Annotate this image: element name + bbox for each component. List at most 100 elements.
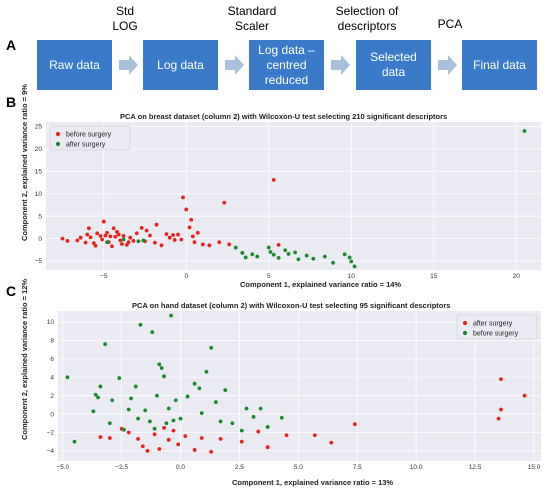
chart-c-y-tick-label: −4: [47, 448, 55, 455]
chart-c-point-s2: [258, 406, 263, 411]
chart-b-point-s1: [144, 228, 149, 233]
chart-b-point-s1: [187, 225, 192, 230]
chart-b-legend-marker-2: [55, 141, 61, 147]
chart-c-point-s2: [244, 406, 249, 411]
chart-c-point-s1: [140, 444, 145, 449]
box-raw-data: Raw data: [37, 40, 112, 90]
chart-b-point-s2: [243, 255, 248, 260]
chart-c-point-s1: [98, 435, 103, 439]
box-selected-data: Selected data: [356, 40, 431, 90]
chart-c-point-s1: [171, 428, 176, 433]
chart-b-x-tick-label: −5: [100, 273, 108, 280]
chart-c-legend: [456, 314, 538, 340]
chart-c-point-s2: [199, 411, 204, 416]
chart-c-point-s1: [265, 445, 270, 450]
chart-c-y-tick-label: 10: [47, 319, 55, 326]
chart-b-point-s1: [181, 195, 185, 200]
box-final-data: Final data: [462, 40, 537, 90]
chart-c-point-s2: [122, 427, 126, 432]
chart-c-point-s1: [218, 437, 223, 441]
chart-c-point-s2: [157, 362, 162, 367]
chart-c-point-s1: [352, 422, 357, 427]
chart-b-legend-marker-1: [55, 131, 61, 137]
chart-b-x-tick-label: 5: [267, 273, 271, 280]
chart-c-x-tick-label: 15.0: [528, 464, 541, 471]
chart-b-point-s1: [189, 217, 194, 222]
chart-b-xlabel: Component 1, explained variance ratio = …: [240, 280, 402, 289]
chart-b-x-tick-label: 15: [430, 273, 438, 280]
chart-b-point-s2: [121, 237, 126, 242]
chart-b-point-s1: [120, 242, 124, 246]
chart-b-point-s1: [124, 242, 129, 247]
chart-b-point-s2: [240, 251, 245, 255]
chart-b-point-s1: [134, 231, 139, 236]
chart-c-point-s2: [164, 421, 169, 426]
chart-c-point-s2: [185, 394, 190, 399]
chart-c-x-tick-label: 5.0: [294, 464, 303, 471]
chart-b-y-tick-label: 5: [38, 213, 42, 220]
chart-c-title: PCA on hand dataset (column 2) with Wilc…: [132, 301, 451, 310]
chart-b-point-s1: [148, 233, 152, 238]
chart-b-point-s2: [296, 257, 301, 262]
chart-b-point-s2: [311, 256, 316, 261]
chart-b-title: PCA on breast dataset (column 2) with Wi…: [120, 112, 448, 121]
chart-b-point-s1: [172, 238, 177, 242]
chart-b-point-s1: [110, 244, 114, 249]
chart-c-x-tick-label: 7.5: [353, 464, 362, 471]
chart-b-point-s1: [115, 229, 119, 234]
chart-b-point-s1: [200, 242, 205, 247]
arrow-1-head: [129, 55, 138, 75]
box-log-data-centred-reduced: Log data – centred reduced: [249, 40, 324, 90]
arrow-3: [331, 60, 341, 70]
panel-label-b: B: [6, 94, 17, 110]
chart-b-point-s1: [171, 233, 175, 237]
chart-c-point-s2: [171, 418, 176, 423]
chart-c-x-tick-label: 0.0: [176, 464, 185, 471]
chart-b-point-s1: [83, 240, 88, 245]
chart-c-point-s2: [152, 426, 157, 431]
chart-c-point-s1: [152, 432, 157, 437]
chart-c-point-s2: [103, 342, 108, 347]
chart-b-y-tick-label: 15: [35, 169, 43, 176]
chart-b-point-s2: [271, 252, 276, 257]
chart-b-point-s1: [100, 237, 104, 242]
chart-c-point-s2: [98, 384, 103, 389]
chart-b-point-s2: [331, 260, 335, 265]
chart-b-point-s1: [143, 239, 147, 244]
chart-c-point-s2: [96, 395, 100, 400]
chart-c-point-s2: [166, 406, 171, 411]
chart-c-point-s2: [209, 345, 214, 350]
chart-b-point-s1: [167, 235, 172, 240]
box-log-data: Log data: [143, 40, 218, 90]
chart-b-point-s1: [108, 234, 113, 239]
chart-b-point-s1: [85, 232, 90, 237]
chart-c-point-s2: [107, 421, 112, 426]
chart-b-point-s1: [101, 219, 106, 224]
chart-c-point-s2: [279, 415, 284, 420]
chart-c-point-s2: [117, 376, 122, 381]
arrow-1: [119, 60, 129, 70]
chart-c-point-s1: [312, 433, 317, 438]
chart-b-y-tick-label: 0: [38, 236, 42, 243]
chart-c-x-tick-label: 10.0: [410, 464, 423, 471]
chart-b-y-tick-label: −5: [35, 258, 43, 265]
chart-c-point-s1: [209, 449, 214, 454]
chart-b-x-tick-label: 20: [513, 273, 521, 280]
chart-b-legend-label-1: before surgery: [66, 131, 112, 138]
chart-c-point-s2: [110, 398, 115, 403]
chart-c-x-tick-label: −5.0: [56, 464, 69, 471]
chart-b-point-s2: [352, 264, 357, 269]
chart-c-point-s1: [119, 426, 124, 431]
chart-c-y-tick-label: −2: [47, 430, 55, 437]
chart-b-point-s1: [222, 200, 227, 205]
chart-b-point-s2: [522, 129, 527, 133]
chart-c-point-s2: [65, 375, 70, 380]
box-final-data-label: Final data: [473, 57, 526, 72]
step-label-std-log: Std LOG: [112, 4, 138, 33]
chart-c-point-s1: [329, 440, 334, 445]
chart-b-point-s1: [176, 232, 180, 237]
chart-c-x-tick-label: −2.5: [115, 464, 128, 471]
chart-c-point-s2: [218, 419, 223, 424]
chart-c-point-s2: [223, 388, 228, 393]
box-log-data-centred-reduced-label: Log data – centred reduced: [258, 42, 315, 87]
